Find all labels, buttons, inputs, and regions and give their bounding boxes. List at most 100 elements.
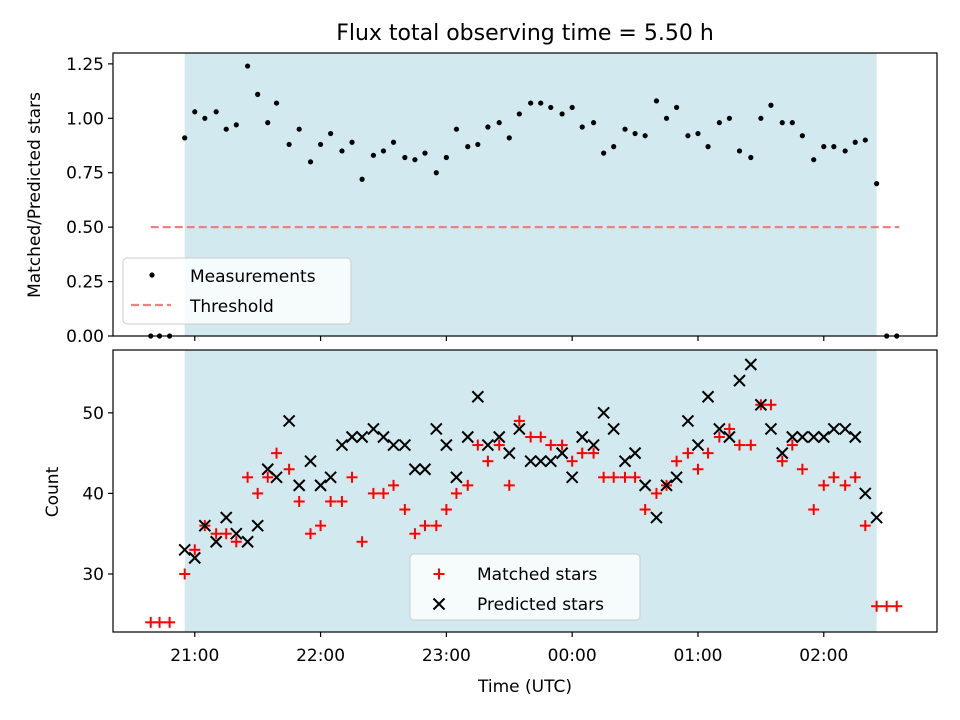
matched-star-point [346, 471, 358, 483]
predicted-star-point [241, 535, 254, 548]
predicted-star-point [481, 438, 495, 452]
measurement-point [758, 115, 764, 121]
top-y-tick-label: 0.00 [66, 327, 104, 347]
measurement-point [862, 137, 868, 143]
matched-star-point [525, 431, 537, 443]
measurement-point [370, 152, 377, 158]
matched-star-point [367, 487, 379, 499]
measurement-point [789, 120, 795, 126]
predicted-star-point [565, 471, 579, 484]
top-legend: Measurements Threshold [122, 257, 352, 325]
top-y-tick-label: 1.00 [66, 109, 104, 129]
measurement-point [716, 120, 722, 126]
matched-star-point [440, 504, 452, 516]
bottom-legend-box [409, 553, 641, 621]
legend-predicted-label: Predicted stars [477, 595, 604, 615]
measurement-point [380, 148, 387, 154]
measurement-point [422, 150, 428, 156]
matched-star-point [796, 463, 808, 475]
measurement-point [642, 133, 648, 139]
matched-star-point [723, 423, 735, 435]
measurement-point [559, 111, 565, 117]
matched-star-point [713, 431, 725, 443]
predicted-star-point [576, 430, 589, 444]
matched-star-point [745, 439, 757, 451]
measurement-point [748, 154, 754, 161]
matched-star-point [164, 616, 176, 628]
predicted-star-point [324, 471, 337, 484]
measurement-point [465, 144, 471, 150]
predicted-star-point [764, 422, 778, 436]
predicted-star-point [691, 438, 705, 452]
bottom-legend: Matched stars Predicted stars [409, 553, 641, 621]
predicted-star-point [807, 430, 820, 444]
predicted-star-point [367, 422, 380, 436]
measurement-point [673, 104, 680, 111]
predicted-star-point [607, 422, 620, 436]
predicted-star-point [471, 390, 485, 403]
matched-star-point [503, 479, 515, 491]
predicted-star-point [251, 519, 264, 532]
measurement-point [233, 122, 239, 128]
matched-star-point [576, 447, 588, 459]
matched-star-point [325, 495, 337, 507]
measurement-point [779, 120, 785, 126]
matched-star-point [671, 455, 683, 467]
measurement-point [402, 154, 408, 161]
measurement-point [852, 139, 858, 145]
predicted-star-point [230, 527, 243, 540]
matched-star-point [179, 568, 191, 580]
predicted-star-point [660, 479, 673, 492]
top-y-tick-label: 0.50 [66, 218, 104, 238]
matched-star-point [242, 471, 254, 483]
measurement-point [768, 102, 774, 108]
top-panel: 0.00 0.25 0.50 0.75 1.00 1.25 Measurements Thre… [66, 52, 938, 347]
predicted-star-point [450, 471, 463, 484]
measurement-point [632, 130, 638, 137]
predicted-star-point [796, 430, 809, 444]
measurement-point [485, 124, 491, 130]
predicted-star-point [198, 519, 212, 532]
measurement-point [538, 100, 544, 106]
bottom-y-tick-label: 40 [82, 484, 104, 504]
measurement-point [663, 115, 670, 121]
measurement-point [433, 170, 439, 176]
measurement-point [273, 100, 280, 106]
legend-threshold-label: Threshold [189, 297, 274, 317]
measurement-point [685, 133, 691, 139]
matched-star-point [871, 600, 883, 612]
predicted-star-point [638, 479, 652, 492]
bottom-y-tick-label: 50 [82, 404, 104, 424]
matched-star-point [849, 471, 861, 483]
predicted-star-point [270, 471, 283, 484]
measurement-point [611, 144, 617, 150]
measurement-point [726, 115, 733, 121]
predicted-star-point [618, 454, 632, 468]
matched-star-point [881, 600, 893, 612]
top-axes-frame [112, 52, 938, 337]
matched-star-point [650, 487, 662, 499]
matched-star-point [305, 528, 317, 540]
predicted-star-point [555, 446, 569, 460]
measurement-point [328, 130, 334, 137]
predicted-star-point [209, 535, 223, 548]
measurement-point [255, 91, 261, 97]
measurement-point [182, 135, 188, 141]
predicted-star-point [733, 374, 746, 387]
top-y-tick-label: 0.25 [66, 273, 104, 293]
predicted-star-point [786, 430, 799, 444]
measurement-point [202, 115, 208, 121]
predicted-star-point [377, 430, 390, 444]
predicted-star-point [188, 551, 201, 565]
matched-star-point [419, 520, 431, 532]
matched-star-point [828, 471, 840, 483]
matched-star-point [588, 447, 600, 459]
predicted-star-point [220, 511, 233, 524]
predicted-star-point [723, 430, 736, 444]
predicted-star-point [304, 454, 317, 468]
x-tick-label: 01:00 [673, 646, 722, 666]
measurement-point [821, 144, 827, 150]
predicted-star-point [534, 454, 547, 468]
matched-star-point [619, 471, 631, 483]
matched-star-point [430, 520, 442, 532]
